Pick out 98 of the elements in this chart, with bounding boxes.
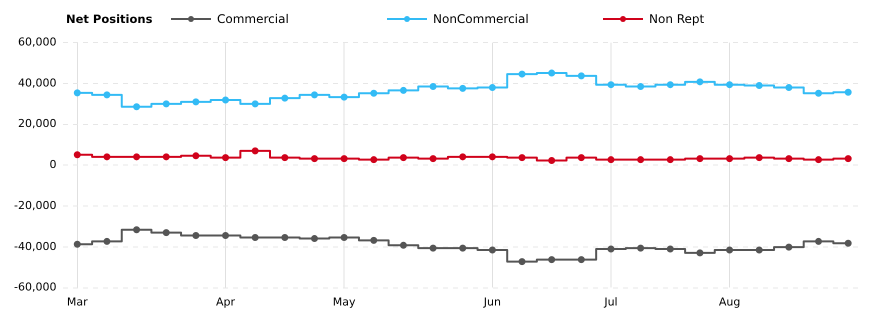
- x-tick-label: Jun: [482, 295, 501, 308]
- point: [281, 234, 288, 242]
- point: [637, 156, 644, 164]
- point: [162, 100, 170, 108]
- point: [430, 83, 437, 90]
- x-tick-label: Apr: [216, 295, 236, 308]
- point: [252, 100, 259, 108]
- point: [488, 84, 496, 92]
- point: [162, 229, 170, 236]
- point: [844, 240, 852, 247]
- point: [400, 154, 407, 162]
- point: [607, 81, 614, 88]
- point: [666, 81, 674, 88]
- point: [785, 244, 792, 251]
- point: [222, 96, 230, 104]
- y-tick-label: 20,000: [18, 117, 56, 130]
- point: [430, 155, 437, 162]
- point: [162, 153, 170, 160]
- point: [103, 238, 110, 245]
- point: [222, 232, 230, 239]
- y-tick-label: -40,000: [14, 240, 56, 253]
- point: [133, 153, 140, 160]
- point: [340, 94, 348, 101]
- point: [133, 103, 140, 110]
- point: [74, 240, 81, 248]
- y-tick-label: 0: [49, 158, 56, 172]
- point: [340, 155, 348, 162]
- x-tick-label: Aug: [718, 295, 740, 308]
- legend-label: Non Rept: [649, 12, 704, 26]
- point: [548, 157, 556, 164]
- point: [696, 249, 704, 256]
- point: [548, 256, 556, 264]
- point: [459, 84, 466, 92]
- point: [192, 152, 200, 160]
- x-tick-label: Jul: [603, 295, 618, 308]
- point: [726, 81, 734, 88]
- point: [281, 94, 288, 102]
- point: [340, 234, 348, 242]
- point: [637, 83, 644, 90]
- point: [370, 156, 378, 164]
- y-tick-label: -20,000: [14, 198, 56, 212]
- point: [310, 235, 318, 242]
- y-tick-label: -60,000: [14, 280, 56, 294]
- point: [578, 154, 585, 162]
- point: [430, 244, 437, 252]
- point: [459, 244, 466, 252]
- point: [756, 154, 763, 162]
- point: [666, 156, 674, 164]
- point: [518, 154, 526, 162]
- point: [133, 226, 140, 234]
- point: [756, 82, 763, 90]
- point: [310, 91, 318, 98]
- point: [578, 72, 585, 80]
- point: [785, 155, 792, 162]
- chart-title: Net Positions: [66, 12, 154, 26]
- point: [74, 89, 81, 96]
- point: [103, 153, 110, 160]
- point: [696, 78, 704, 86]
- legend-label: Commercial: [217, 12, 289, 26]
- point: [844, 88, 852, 96]
- point: [696, 155, 704, 162]
- point: [756, 246, 763, 254]
- point: [637, 244, 644, 252]
- point: [74, 151, 81, 158]
- point: [400, 86, 407, 94]
- point: [815, 156, 822, 164]
- point: [518, 70, 526, 78]
- point: [578, 256, 585, 264]
- point: [607, 245, 614, 252]
- point: [607, 156, 614, 164]
- y-tick-label: 60,000: [18, 35, 56, 48]
- point: [252, 234, 259, 242]
- point: [488, 153, 496, 160]
- point: [815, 90, 822, 97]
- point: [548, 70, 556, 77]
- point: [726, 246, 734, 254]
- legend-label: NonCommercial: [433, 12, 529, 26]
- point: [726, 155, 734, 162]
- point: [518, 258, 526, 266]
- point: [192, 98, 200, 106]
- point: [370, 236, 378, 244]
- point: [222, 154, 230, 162]
- x-tick-label: May: [332, 295, 356, 308]
- point: [815, 238, 822, 245]
- point: [370, 90, 378, 97]
- point: [281, 154, 288, 162]
- point: [666, 245, 674, 252]
- point: [310, 155, 318, 162]
- point: [400, 242, 407, 249]
- point: [844, 155, 852, 162]
- point: [488, 246, 496, 254]
- x-tick-label: Mar: [66, 295, 88, 308]
- point: [459, 153, 466, 160]
- point: [785, 84, 792, 92]
- point: [252, 147, 259, 154]
- y-tick-label: 40,000: [18, 76, 56, 90]
- point: [192, 232, 200, 239]
- point: [103, 91, 110, 98]
